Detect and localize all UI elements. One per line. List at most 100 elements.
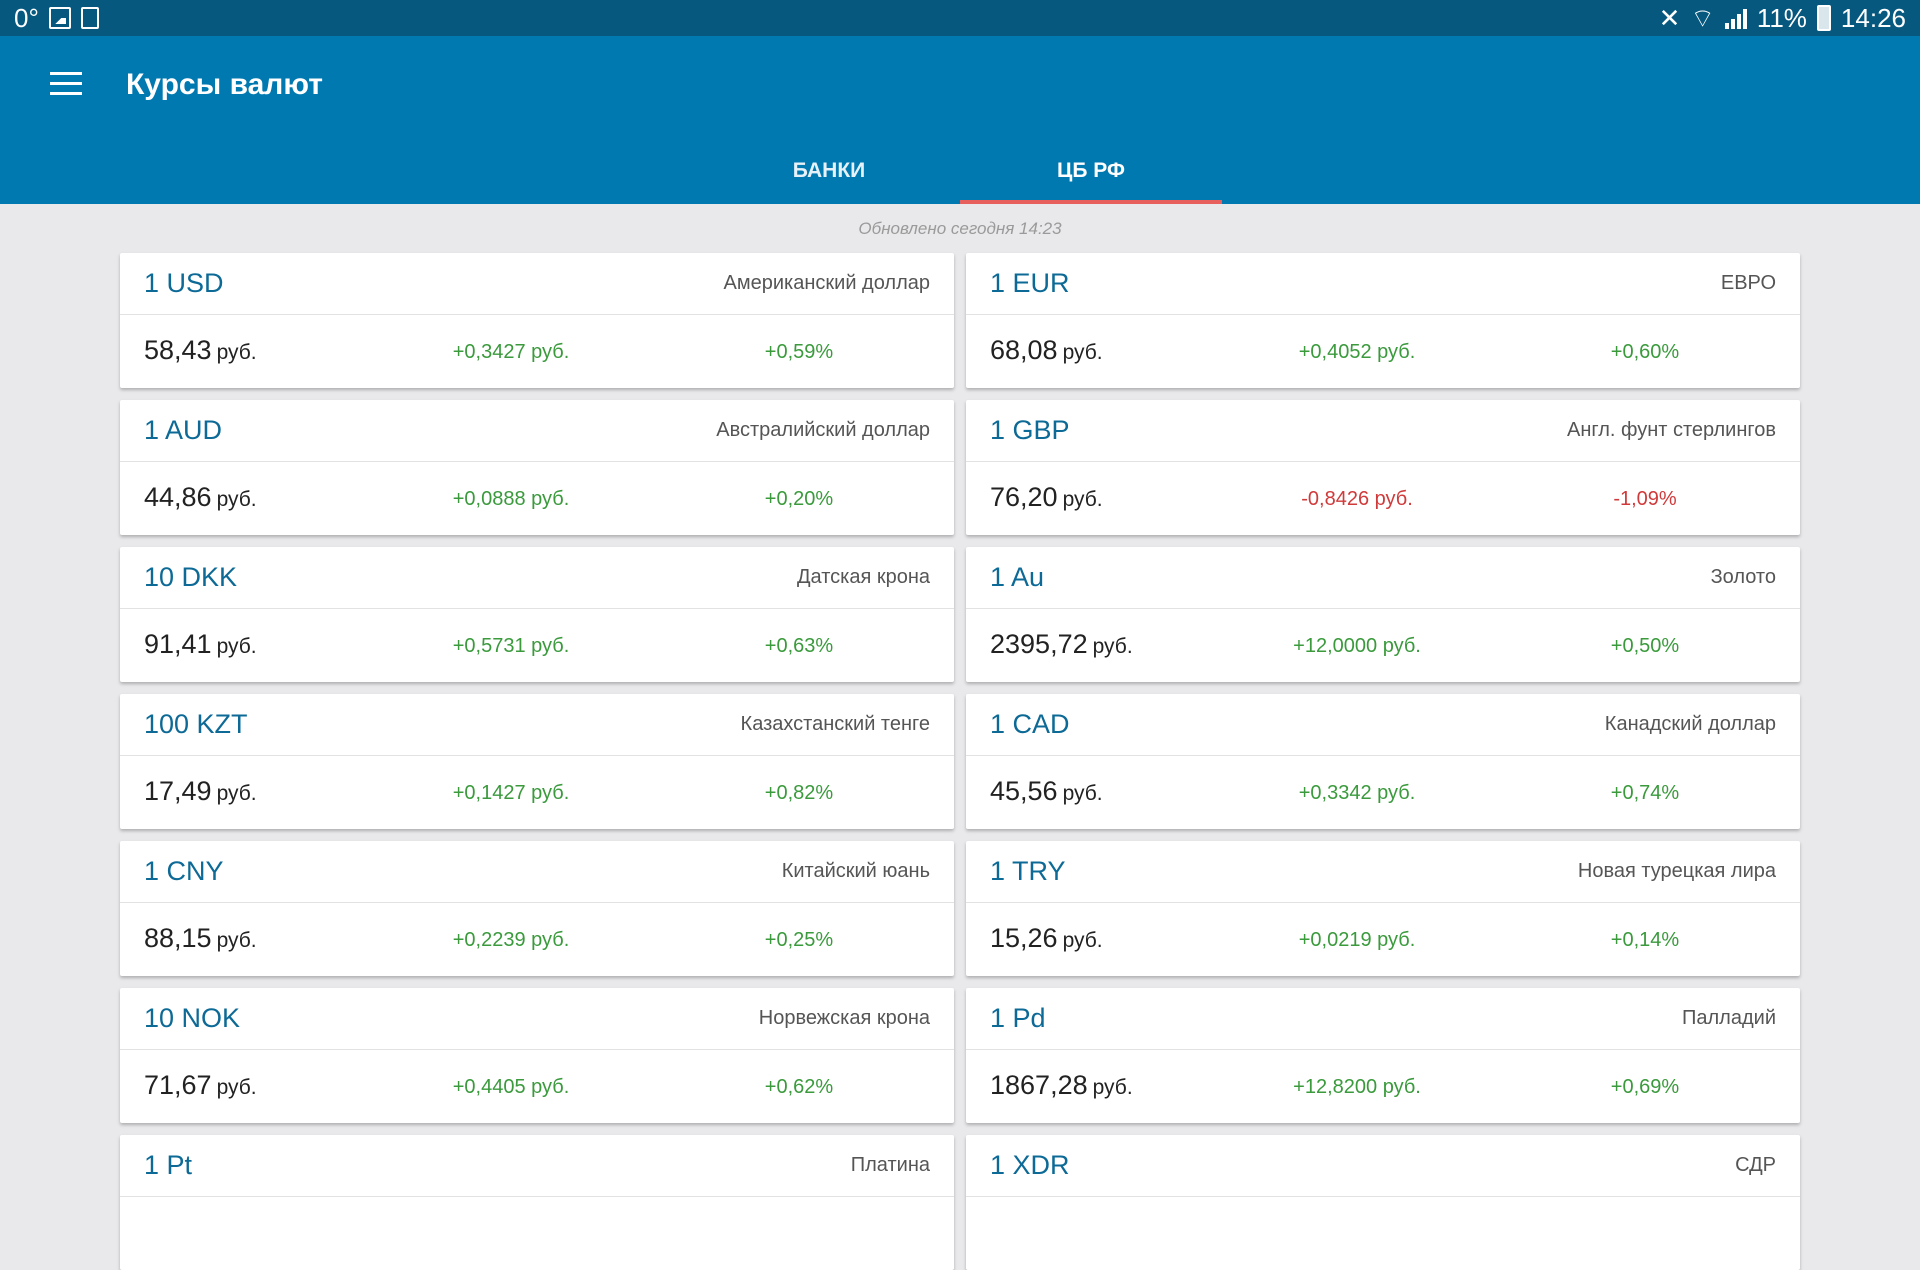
rate-change-percent: +0,82%: [764, 782, 834, 804]
rate-card[interactable]: 1 Au Золото 2395,72 руб. +12,0000 руб. +0,50%: [966, 547, 1800, 682]
rate-change-percent: +0,74%: [1610, 782, 1680, 804]
currency-name: Англ. фунт стерлингов: [1566, 419, 1776, 441]
rate-number: 17,49: [144, 776, 212, 806]
rate-change: -0,8426 руб.: [1301, 488, 1413, 510]
rate-change: +0,0219 руб.: [1298, 929, 1416, 951]
rate-value: 45,56 руб.: [990, 776, 1103, 807]
rate-change: +12,0000 руб.: [1293, 635, 1421, 657]
rate-unit: руб.: [216, 635, 257, 658]
rate-number: 88,15: [144, 923, 212, 953]
app-bar: Курсы валют БАНКИ ЦБ РФ: [0, 36, 1920, 204]
currency-code: 1 Pt: [144, 1150, 193, 1180]
rate-card-body: 88,15 руб. +0,2239 руб. +0,25%: [120, 903, 954, 975]
rate-unit: руб.: [216, 488, 257, 511]
rate-value: 15,26 руб.: [990, 923, 1103, 954]
currency-code: 1 CAD: [990, 709, 1070, 739]
rate-change: +0,0888 руб.: [452, 488, 570, 510]
rate-card-header: 1 Pd Палладий: [966, 988, 1800, 1050]
rate-number: 58,43: [144, 335, 212, 365]
rate-card-body: 91,41 руб. +0,5731 руб. +0,63%: [120, 609, 954, 681]
rate-change: +0,3427 руб.: [452, 341, 570, 363]
rate-number: 91,41: [144, 629, 212, 659]
rate-card[interactable]: 1 CAD Канадский доллар 45,56 руб. +0,3342 ру…: [966, 694, 1800, 829]
rate-card-header: 1 XDR СДР: [966, 1135, 1800, 1197]
currency-code: 1 AUD: [144, 415, 223, 445]
rate-card-body: 45,56 руб. +0,3342 руб. +0,74%: [966, 756, 1800, 828]
rate-change-percent: +0,59%: [764, 341, 834, 363]
rate-card-body: 76,20 руб. -0,8426 руб. -1,09%: [966, 462, 1800, 534]
rate-change: +0,1427 руб.: [452, 782, 570, 804]
device-notification-icon: [80, 7, 99, 29]
rate-value: 58,43 руб.: [144, 335, 257, 366]
rate-card[interactable]: 1 Pt Платина: [120, 1135, 954, 1270]
rate-unit: руб.: [1092, 1076, 1133, 1099]
rate-card[interactable]: 1 TRY Новая турецкая лира 15,26 руб. +0,0219…: [966, 841, 1800, 976]
rate-card-header: 1 AUD Австралийский доллар: [120, 400, 954, 462]
currency-name: СДР: [1735, 1154, 1776, 1176]
rate-card-body: 2395,72 руб. +12,0000 руб. +0,50%: [966, 609, 1800, 681]
rate-value: 91,41 руб.: [144, 629, 257, 660]
rate-card[interactable]: 10 NOK Норвежская крона 71,67 руб. +0,4405 р…: [120, 988, 954, 1123]
rate-unit: руб.: [1062, 488, 1103, 511]
rate-number: 44,86: [144, 482, 212, 512]
currency-code: 1 EUR: [990, 268, 1070, 298]
rate-card-header: 1 TRY Новая турецкая лира: [966, 841, 1800, 903]
rate-change: +0,4405 руб.: [452, 1076, 570, 1098]
status-bar: 0° ✕ ⌔ 11% 14:26: [0, 0, 1920, 36]
rate-unit: руб.: [216, 1076, 257, 1099]
rate-card[interactable]: 1 AUD Австралийский доллар 44,86 руб. +0,088…: [120, 400, 954, 535]
rate-card[interactable]: 1 Pd Палладий 1867,28 руб. +12,8200 руб. +0,6…: [966, 988, 1800, 1123]
rate-number: 71,67: [144, 1070, 212, 1100]
currency-code: 1 Au: [990, 562, 1045, 592]
rate-number: 15,26: [990, 923, 1058, 953]
currency-name: Новая турецкая лира: [1577, 860, 1776, 882]
rate-card[interactable]: 1 XDR СДР: [966, 1135, 1800, 1270]
rate-card[interactable]: 1 USD Американский доллар 58,43 руб. +0,3427…: [120, 253, 954, 388]
rate-unit: руб.: [216, 782, 257, 805]
page-title: Курсы валют: [126, 68, 323, 101]
currency-name: Палладий: [1682, 1007, 1776, 1029]
currency-name: Золото: [1710, 566, 1776, 588]
currency-name: Платина: [850, 1154, 930, 1176]
currency-name: Китайский юань: [781, 860, 930, 882]
menu-icon[interactable]: [50, 72, 82, 96]
rate-card-body: 68,08 руб. +0,4052 руб. +0,60%: [966, 315, 1800, 387]
rate-card[interactable]: 1 CNY Китайский юань 88,15 руб. +0,2239 руб.…: [120, 841, 954, 976]
rate-card-header: 1 EUR ЕВРО: [966, 253, 1800, 315]
currency-name: Казахстанский тенге: [740, 713, 930, 735]
gallery-notification-icon: [48, 7, 71, 29]
tab-indicator: [960, 200, 1222, 204]
currency-name: Австралийский доллар: [716, 419, 930, 441]
currency-code: 10 DKK: [144, 562, 238, 592]
rate-card-header: 100 KZT Казахстанский тенге: [120, 694, 954, 756]
rate-card-body: 17,49 руб. +0,1427 руб. +0,82%: [120, 756, 954, 828]
rate-card[interactable]: 100 KZT Казахстанский тенге 17,49 руб. +0,14…: [120, 694, 954, 829]
tab-banks[interactable]: БАНКИ: [792, 159, 866, 182]
rate-unit: руб.: [1062, 929, 1103, 952]
rate-change-percent: +0,25%: [764, 929, 834, 951]
rate-change-percent: +0,20%: [764, 488, 834, 510]
battery-percent: 11%: [1756, 2, 1807, 33]
rate-unit: руб.: [1062, 341, 1103, 364]
rate-card-body: 71,67 руб. +0,4405 руб. +0,62%: [120, 1050, 954, 1122]
currency-code: 1 XDR: [990, 1150, 1070, 1180]
rate-unit: руб.: [1062, 782, 1103, 805]
currency-code: 1 USD: [144, 268, 224, 298]
rate-card[interactable]: 1 EUR ЕВРО 68,08 руб. +0,4052 руб. +0,60%: [966, 253, 1800, 388]
rate-card-header: 10 DKK Датская крона: [120, 547, 954, 609]
rate-card[interactable]: 10 DKK Датская крона 91,41 руб. +0,5731 руб.…: [120, 547, 954, 682]
rate-change-percent: -1,09%: [1613, 488, 1677, 510]
rate-card-body: 44,86 руб. +0,0888 руб. +0,20%: [120, 462, 954, 534]
rate-change: +0,5731 руб.: [452, 635, 570, 657]
rate-value: 17,49 руб.: [144, 776, 257, 807]
rate-value: 1867,28 руб.: [990, 1070, 1133, 1101]
tab-cbrf[interactable]: ЦБ РФ: [1057, 159, 1125, 182]
rate-value: 68,08 руб.: [990, 335, 1103, 366]
rate-card[interactable]: 1 GBP Англ. фунт стерлингов 76,20 руб. -0,84…: [966, 400, 1800, 535]
currency-code: 1 Pd: [990, 1003, 1046, 1033]
rate-value: 2395,72 руб.: [990, 629, 1133, 660]
rate-number: 68,08: [990, 335, 1058, 365]
rate-value: 88,15 руб.: [144, 923, 257, 954]
rate-card-header: 1 Pt Платина: [120, 1135, 954, 1197]
rate-card-header: 10 NOK Норвежская крона: [120, 988, 954, 1050]
